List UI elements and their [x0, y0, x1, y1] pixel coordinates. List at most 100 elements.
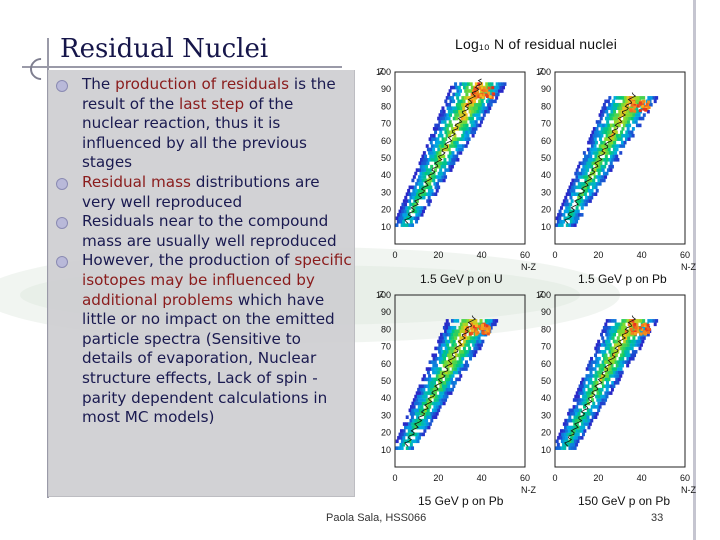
heatmap-cell — [433, 151, 437, 155]
heatmap-cell — [616, 381, 620, 385]
heatmap-cell — [465, 322, 469, 327]
heatmap-cell — [585, 398, 589, 402]
heatmap-cell — [584, 394, 588, 399]
heatmap-cell — [611, 137, 615, 141]
heatmap-cell — [443, 158, 447, 162]
reference-curve — [404, 78, 482, 224]
heatmap-cell — [619, 367, 623, 371]
heatmap-cell — [431, 192, 435, 196]
heatmap-cell — [436, 367, 440, 371]
y-tick-label: 30 — [381, 410, 391, 420]
heatmap-cell — [594, 377, 598, 382]
x-axis-label: N-Z — [681, 485, 696, 495]
heatmap-cell — [609, 137, 613, 141]
heatmap-cell — [434, 140, 438, 145]
heatmap-cell — [451, 151, 455, 155]
heatmap-cell — [624, 360, 628, 364]
heatmap-cell — [412, 418, 416, 423]
heatmap-cell — [414, 202, 418, 207]
heatmap-cell — [562, 219, 566, 224]
heatmap-cell — [628, 339, 632, 344]
heatmap-cell — [565, 422, 569, 426]
heatmap-cell — [440, 178, 444, 183]
y-tick-label: 10 — [381, 445, 391, 455]
heatmap-cell — [474, 324, 478, 328]
heatmap-cell — [445, 350, 449, 354]
heatmap-cell — [427, 387, 431, 392]
heatmap-cell — [593, 151, 597, 155]
heatmap-cell — [461, 319, 465, 323]
heatmap-cell — [606, 99, 610, 104]
heatmap-cell — [492, 89, 496, 93]
heatmap-cell — [459, 89, 463, 93]
heatmap-cell — [464, 367, 468, 371]
heatmap-cell — [452, 384, 456, 389]
heatmap-cell — [568, 415, 572, 419]
heatmap-cell — [604, 161, 608, 166]
heatmap-cell — [615, 116, 619, 121]
heatmap-cell — [462, 144, 466, 148]
heatmap-cell — [450, 370, 454, 375]
heatmap-cell — [431, 137, 435, 141]
heatmap-cell — [433, 398, 437, 402]
heatmap-cell — [487, 89, 491, 93]
x-tick-label: 0 — [392, 250, 397, 260]
heatmap-cell — [448, 164, 452, 169]
heatmap-cell — [605, 319, 609, 323]
heatmap-cell — [477, 82, 481, 86]
heatmap-cell — [429, 171, 433, 176]
heatmap-cell — [592, 140, 596, 145]
heatmap-cell — [609, 360, 613, 364]
heatmap-cell — [591, 415, 595, 419]
heatmap-cell — [573, 408, 577, 413]
heatmap-cell — [615, 377, 619, 382]
heatmap-cell — [425, 418, 429, 423]
heatmap-cell — [434, 154, 438, 159]
heatmap-cell — [608, 158, 612, 162]
heatmap-cell — [580, 168, 584, 172]
heatmap-cell — [589, 140, 593, 145]
heatmap-cell — [631, 356, 635, 361]
heatmap-cell — [621, 350, 625, 354]
heatmap-cell — [603, 144, 607, 148]
highlighted-text: production of residuals — [115, 75, 290, 93]
heatmap-cell — [443, 343, 447, 347]
heatmap-cell — [574, 418, 578, 423]
heatmap-cell — [447, 109, 451, 114]
heatmap-cell — [611, 374, 615, 378]
heatmap-cell — [450, 140, 454, 145]
heatmap-cell — [586, 384, 590, 389]
heatmap-cell — [462, 137, 466, 141]
heatmap-cell — [414, 401, 418, 406]
heatmap-cell — [496, 85, 500, 90]
heatmap-cell — [409, 219, 413, 224]
heatmap-cell — [615, 147, 619, 152]
heatmap-cell — [458, 127, 462, 131]
heatmap-cell — [416, 432, 420, 437]
heatmap-cell — [423, 192, 427, 196]
heatmap-cell — [622, 99, 626, 104]
heatmap-cell — [595, 182, 599, 186]
heatmap-cell — [569, 411, 573, 416]
heatmap-cell — [434, 192, 438, 196]
heatmap-cell — [459, 106, 463, 110]
heatmap-cell — [455, 123, 459, 128]
heatmap-cell — [443, 120, 447, 124]
heatmap-cell — [434, 370, 438, 375]
heatmap-cell — [625, 346, 629, 351]
heatmap-cell — [462, 322, 466, 327]
heatmap-cell — [485, 82, 489, 86]
heatmap-cell — [453, 332, 457, 337]
y-tick-label: 100 — [376, 67, 391, 77]
heatmap-cell — [443, 336, 447, 340]
panel-caption: 15 GeV p on Pb — [418, 494, 504, 508]
heatmap-cell — [441, 391, 445, 395]
heatmap-cell — [448, 113, 452, 117]
heatmap-cell — [425, 144, 429, 148]
heatmap-cell — [498, 82, 502, 86]
heatmap-cell — [451, 106, 455, 110]
heatmap-cell — [439, 168, 443, 172]
heatmap-cell — [587, 418, 591, 423]
heatmap-cell — [491, 86, 495, 90]
heatmap-cell — [617, 123, 621, 128]
